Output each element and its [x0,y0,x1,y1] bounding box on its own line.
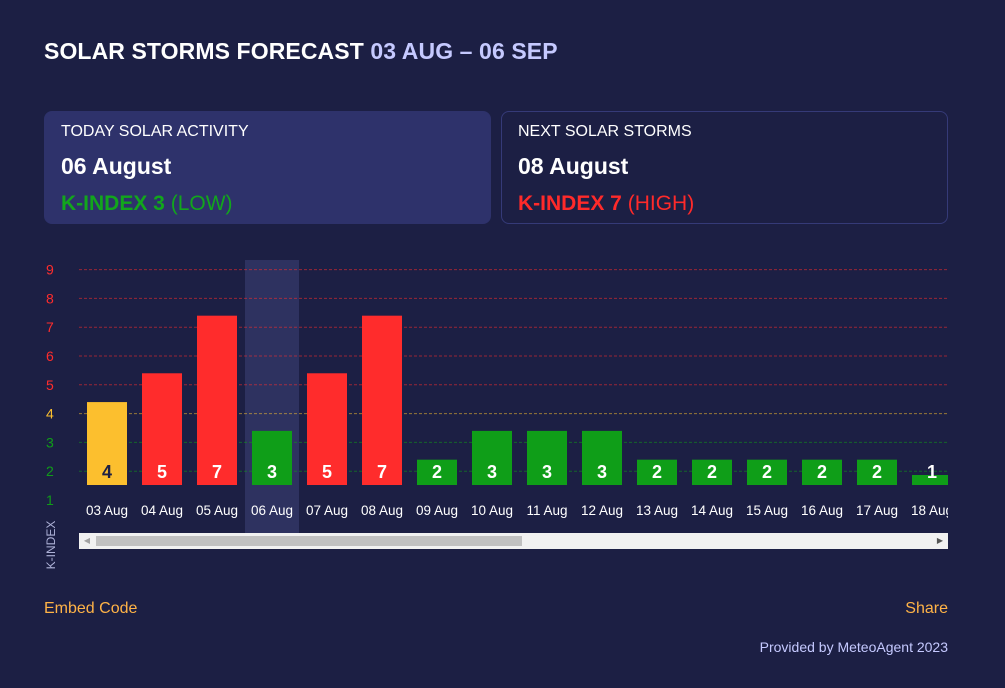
y-tick-label: 3 [46,434,54,450]
bar [362,315,402,485]
x-tick-label: 04 Aug [141,503,183,518]
title-date-range: 03 AUG – 06 SEP [370,38,558,64]
bar [252,430,292,485]
bar-value-label: 2 [707,462,717,482]
next-kindex-line: K-INDEX 7 (HIGH) [518,192,931,216]
scrollbar-thumb[interactable] [96,536,522,546]
x-tick-label: 09 Aug [416,503,458,518]
x-tick-label: 07 Aug [306,503,348,518]
bar [857,459,897,485]
y-axis-label: K-INDEX [44,520,58,570]
bar [472,430,512,485]
share-link[interactable]: Share [905,600,948,617]
x-tick-label: 18 Aug [911,503,953,518]
bar [87,402,127,485]
bar-value-label: 3 [597,462,607,482]
bar-value-label: 2 [762,462,772,482]
y-tick-label: 8 [46,290,54,306]
x-tick-label: 15 Aug [746,503,788,518]
x-tick-label: 08 Aug [361,503,403,518]
y-tick-label: 6 [46,348,54,364]
bar [582,430,622,485]
today-kindex-line: K-INDEX 3 (LOW) [61,192,474,216]
bar-value-label: 5 [322,462,332,482]
scroll-right-arrow-icon[interactable]: ▶ [936,536,944,545]
x-tick-label: 05 Aug [196,503,238,518]
bar [197,315,237,485]
bar-value-label: 7 [377,462,387,482]
bar [527,430,567,485]
y-tick-label: 9 [46,262,54,278]
bars-group: 4 03 Aug 5 04 Aug 7 05 Aug 3 06 Aug 5 07 Aug 7 08 A… [86,315,953,518]
x-tick-label: 13 Aug [636,503,678,518]
bar-value-label: 3 [267,462,277,482]
y-tick-label: 7 [46,319,54,335]
next-storms-card: NEXT SOLAR STORMS 08 August K-INDEX 7 (H… [501,111,948,224]
next-date: 08 August [518,153,629,179]
today-level: (LOW) [170,192,233,215]
bar [912,475,948,485]
page-title: SOLAR STORMS FORECAST 03 AUG – 06 SEP [44,38,558,65]
bar-value-label: 5 [157,462,167,482]
embed-code-link[interactable]: Embed Code [44,600,138,617]
bar-value-label: 3 [487,462,497,482]
today-date: 06 August [61,153,172,179]
x-tick-label: 17 Aug [856,503,898,518]
provided-by-credit: Provided by MeteoAgent 2023 [759,639,948,655]
x-tick-label: 06 Aug [251,503,293,518]
chart-horizontal-scrollbar[interactable]: ◀ ▶ [79,533,948,549]
bar [802,459,842,485]
today-activity-card: TODAY SOLAR ACTIVITY 06 August K-INDEX 3… [44,111,491,224]
next-kindex: K-INDEX 7 [518,192,622,215]
today-kindex: K-INDEX 3 [61,192,165,215]
bar-value-label: 7 [212,462,222,482]
x-tick-label: 11 Aug [526,503,567,518]
next-level: (HIGH) [627,192,695,215]
bar [417,459,457,485]
bar-value-label: 1 [927,462,937,482]
y-tick-label: 2 [46,463,54,479]
x-tick-label: 14 Aug [691,503,733,518]
title-text: SOLAR STORMS FORECAST [44,38,364,64]
x-tick-label: 10 Aug [471,503,513,518]
bar-value-label: 2 [872,462,882,482]
bar [307,373,347,485]
bar [142,373,182,485]
bar-value-label: 2 [817,462,827,482]
x-tick-label: 03 Aug [86,503,128,518]
next-label: NEXT SOLAR STORMS [518,123,692,140]
bar [637,459,677,485]
y-tick-label: 5 [46,377,54,393]
today-highlight-band [245,260,299,533]
today-label: TODAY SOLAR ACTIVITY [61,123,249,140]
bar [692,459,732,485]
y-tick-label: 1 [46,492,54,508]
x-tick-label: 12 Aug [581,503,623,518]
bar-value-label: 3 [542,462,552,482]
bar-value-label: 2 [432,462,442,482]
scroll-left-arrow-icon[interactable]: ◀ [83,536,91,545]
y-tick-label: 4 [46,406,54,422]
bar [747,459,787,485]
bar-value-label: 2 [652,462,662,482]
x-tick-label: 16 Aug [801,503,843,518]
bar-value-label: 4 [102,462,112,482]
